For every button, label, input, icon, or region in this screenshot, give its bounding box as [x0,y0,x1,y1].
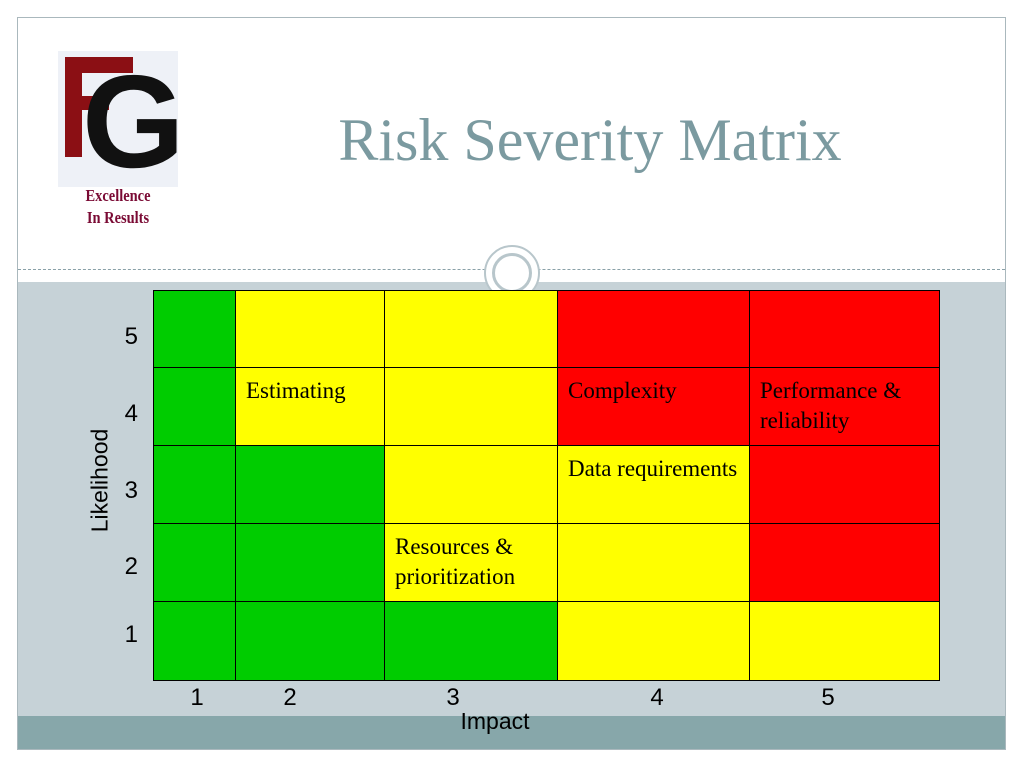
tagline-line-2: In Results [86,208,150,227]
y-axis-tick-label: 4 [124,400,138,427]
matrix-cell [749,290,940,368]
matrix-cell [557,523,750,602]
matrix-cell: Data requirements [557,445,750,524]
matrix-cell [153,445,236,524]
matrix-cell [153,523,236,602]
matrix-cell [235,601,385,681]
x-axis-tick-label: 5 [821,684,835,711]
matrix-cell [384,290,558,368]
matrix-cell [384,445,558,524]
y-axis-tick-label: 5 [124,323,138,350]
matrix-cell [235,523,385,602]
logo-tagline: Excellence In Results [69,185,168,229]
tagline-line-1: Excellence [85,186,151,205]
footer-band [18,716,1005,749]
matrix-cell [749,445,940,524]
matrix-cell [384,367,558,446]
matrix-cell [557,290,750,368]
slide-title: Risk Severity Matrix [338,107,842,173]
y-axis-title: Likelihood [86,428,113,533]
matrix-cell: Complexity [557,367,750,446]
x-axis-title: Impact [460,708,530,734]
x-axis-tick-label: 3 [446,684,460,711]
matrix-cell [153,290,236,368]
y-axis-tick-label: 3 [124,477,138,504]
matrix-cell: Estimating [235,367,385,446]
x-axis-tick-label: 2 [283,684,297,711]
x-axis-tick-label: 1 [190,684,204,711]
logo-f-mid [65,96,109,110]
matrix-cell [153,601,236,681]
y-axis-tick-label: 1 [124,621,138,648]
matrix-cell [153,367,236,446]
matrix-cell [557,601,750,681]
matrix-cell [749,523,940,602]
x-axis-tick-label: 4 [650,684,664,711]
logo-g-letter: G [82,48,185,195]
y-axis-tick-label: 2 [124,553,138,580]
divider-ornament-inner [492,253,532,293]
matrix-cell: Resources & prioritization [384,523,558,602]
matrix-cell [235,290,385,368]
logo-f-top [65,57,133,73]
risk-matrix: Estimating Complexity Performance & reliab… [153,290,940,681]
matrix-cell: Performance & reliability [749,367,940,446]
matrix-cell [235,445,385,524]
slide-header [18,18,1005,270]
matrix-cell [749,601,940,681]
matrix-cell [384,601,558,681]
